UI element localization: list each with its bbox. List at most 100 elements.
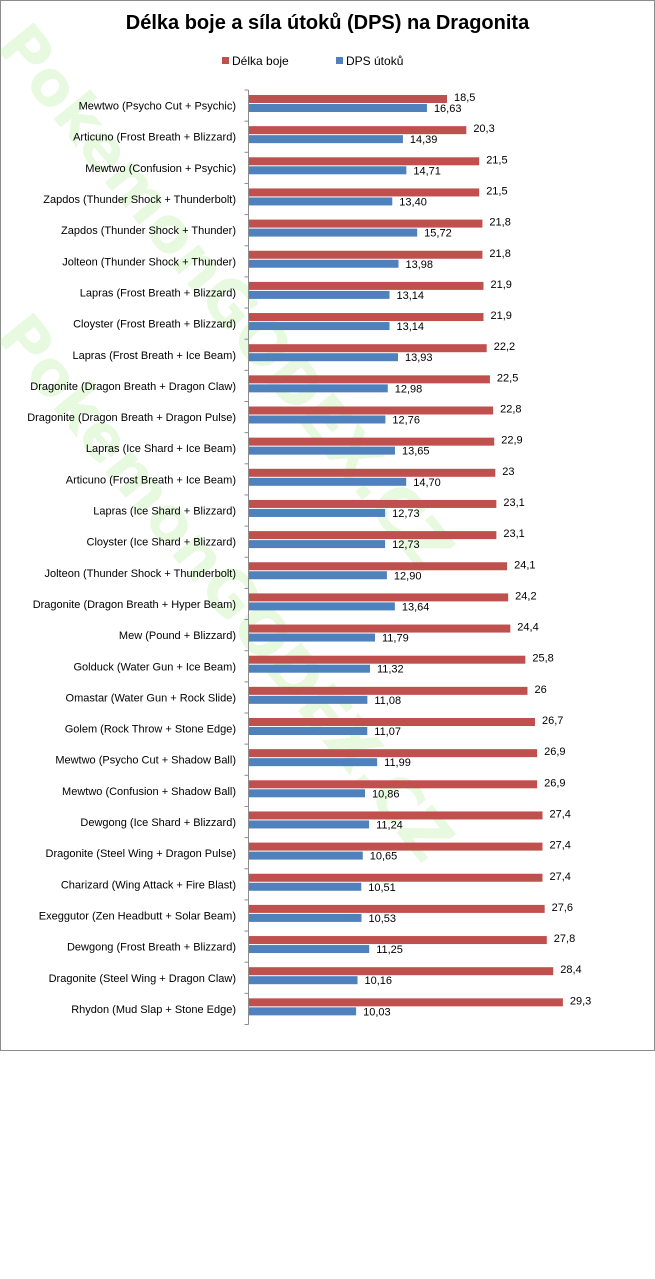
bar-fight-length	[248, 811, 543, 820]
bar-dps	[248, 166, 407, 175]
category-label: Mewtwo (Confusion + Psychic)	[85, 163, 236, 175]
bar-fight-length	[248, 437, 495, 446]
data-label-fight-length: 27,4	[550, 871, 571, 883]
data-label-fight-length: 25,8	[532, 653, 553, 665]
bar-fight-length	[248, 375, 490, 384]
data-label-dps: 10,03	[363, 1006, 391, 1018]
data-label-dps: 11,79	[382, 633, 409, 645]
data-label-fight-length: 22,2	[494, 341, 515, 353]
data-label-fight-length: 27,6	[552, 902, 573, 914]
data-label-dps: 16,63	[434, 103, 462, 115]
bar-dps	[248, 882, 362, 891]
bar-dps	[248, 353, 398, 362]
bar-dps	[248, 695, 368, 704]
legend-swatch	[222, 57, 229, 64]
bar-fight-length	[248, 718, 535, 726]
data-label-dps: 12,98	[395, 383, 423, 395]
data-label-dps: 13,93	[405, 352, 433, 364]
category-label: Articuno (Frost Breath + Blizzard)	[73, 132, 236, 144]
bar-fight-length	[248, 126, 467, 135]
data-label-fight-length: 21,8	[489, 248, 510, 260]
data-label-dps: 10,86	[372, 788, 400, 800]
category-label: Lapras (Frost Breath + Ice Beam)	[72, 350, 236, 362]
bar-fight-length	[248, 313, 484, 322]
data-label-fight-length: 22,9	[501, 435, 522, 447]
data-label-dps: 13,14	[396, 290, 424, 302]
data-label-fight-length: 27,4	[550, 840, 571, 852]
category-label: Jolteon (Thunder Shock + Thunderbolt)	[45, 568, 237, 580]
category-label: Lapras (Ice Shard + Blizzard)	[93, 506, 236, 518]
bar-dps	[248, 571, 387, 580]
bar-dps	[248, 135, 403, 144]
data-label-dps: 11,08	[374, 695, 401, 707]
data-label-dps: 10,16	[365, 975, 393, 987]
data-label-dps: 13,14	[396, 321, 424, 333]
bar-fight-length	[248, 967, 554, 976]
bar-fight-length	[248, 281, 484, 290]
data-label-fight-length: 21,8	[489, 217, 510, 229]
bar-fight-length	[248, 157, 480, 166]
data-label-fight-length: 23,1	[503, 528, 524, 540]
data-label-fight-length: 26	[534, 684, 546, 696]
bar-fight-length	[248, 562, 508, 571]
data-label-dps: 15,72	[424, 228, 452, 240]
bar-fight-length	[248, 531, 497, 540]
bar-dps	[248, 228, 418, 237]
category-label: Golem (Rock Throw + Stone Edge)	[65, 724, 236, 736]
data-label-fight-length: 27,8	[554, 933, 575, 945]
bar-fight-length	[248, 655, 526, 664]
bar-dps	[248, 259, 399, 268]
category-label: Mewtwo (Confusion + Shadow Ball)	[62, 786, 236, 798]
bar-dps	[248, 197, 393, 206]
bar-dps	[248, 758, 378, 767]
category-label: Dewgong (Frost Breath + Blizzard)	[67, 942, 236, 954]
data-label-dps: 10,51	[368, 882, 396, 894]
category-label: Lapras (Frost Breath + Blizzard)	[80, 287, 236, 299]
data-label-dps: 12,73	[392, 539, 420, 551]
bar-dps	[248, 477, 407, 486]
data-label-fight-length: 27,4	[550, 808, 571, 820]
bar-dps	[248, 415, 386, 424]
category-label: Omastar (Water Gun + Rock Slide)	[66, 692, 236, 704]
bar-dps	[248, 851, 363, 860]
bar-dps	[248, 508, 386, 517]
category-label: Dragonite (Dragon Breath + Dragon Pulse)	[27, 412, 236, 424]
data-label-fight-length: 21,9	[490, 310, 511, 322]
bar-dps	[248, 820, 370, 829]
data-label-fight-length: 21,5	[486, 185, 507, 197]
data-label-fight-length: 26,7	[542, 715, 563, 727]
bar-fight-length	[248, 842, 543, 851]
bar-fight-length	[248, 686, 528, 695]
data-label-dps: 13,98	[406, 259, 434, 271]
category-label: Dragonite (Dragon Breath + Dragon Claw)	[30, 381, 236, 393]
category-label: Cloyster (Frost Breath + Blizzard)	[73, 319, 236, 331]
bar-fight-length	[248, 468, 496, 477]
data-label-dps: 10,65	[370, 851, 398, 863]
data-label-fight-length: 26,9	[544, 777, 565, 789]
category-label: Jolteon (Thunder Shock + Thunder)	[62, 256, 236, 268]
bar-dps	[248, 1007, 357, 1016]
data-label-dps: 11,07	[374, 726, 401, 738]
data-label-dps: 12,90	[394, 570, 422, 582]
bar-fight-length	[248, 936, 547, 945]
category-label: Mewtwo (Psycho Cut + Shadow Ball)	[55, 755, 236, 767]
bar-dps	[248, 633, 376, 642]
bar-fight-length	[248, 873, 543, 882]
data-label-dps: 14,70	[413, 477, 441, 489]
bar-fight-length	[248, 406, 494, 415]
bar-fight-length	[248, 95, 448, 103]
bar-dps	[248, 104, 427, 112]
data-label-dps: 13,64	[402, 601, 430, 613]
legend-item-fight-length: Délka boje	[222, 54, 289, 68]
data-label-dps: 12,73	[392, 508, 420, 520]
bar-dps	[248, 789, 366, 798]
bar-fight-length	[248, 188, 480, 197]
bar-fight-length	[248, 749, 538, 758]
category-label: Articuno (Frost Breath + Ice Beam)	[66, 474, 236, 486]
data-label-fight-length: 24,2	[515, 590, 536, 602]
data-label-fight-length: 23,1	[503, 497, 524, 509]
data-label-dps: 11,25	[376, 944, 403, 956]
bar-fight-length	[248, 219, 483, 228]
bar-fight-length	[248, 499, 497, 508]
category-label: Dewgong (Ice Shard + Blizzard)	[80, 817, 236, 829]
